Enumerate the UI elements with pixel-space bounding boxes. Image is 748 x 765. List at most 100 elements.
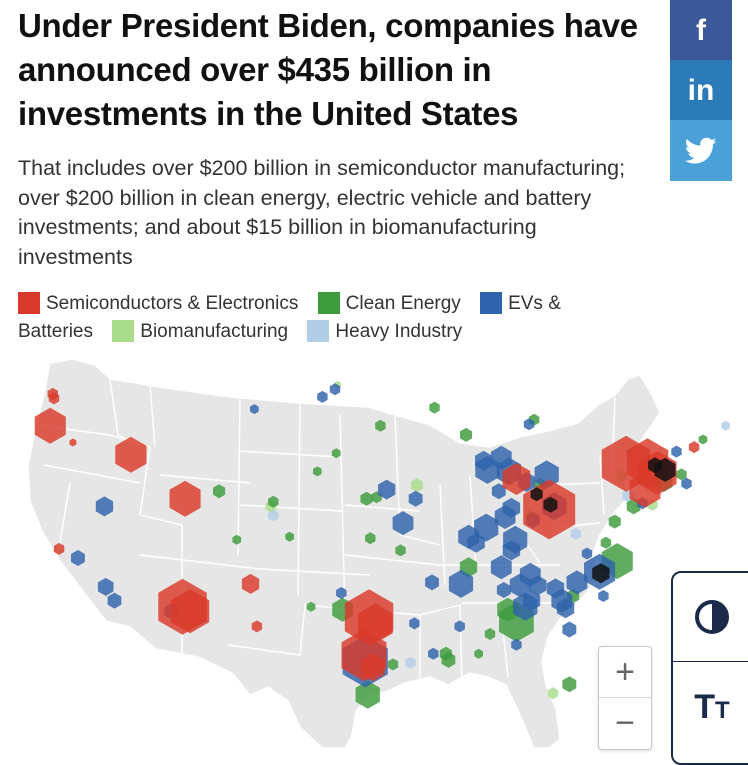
investment-marker[interactable] bbox=[474, 513, 499, 542]
legend-label: Biomanufacturing bbox=[140, 321, 289, 342]
investment-marker[interactable] bbox=[53, 542, 65, 555]
linkedin-share-button[interactable]: in bbox=[670, 60, 732, 121]
contrast-button[interactable] bbox=[673, 573, 748, 662]
investment-marker[interactable] bbox=[169, 480, 201, 517]
legend-item-heavy-industry[interactable]: Heavy Industry bbox=[307, 320, 462, 342]
investment-marker[interactable] bbox=[410, 478, 423, 493]
facebook-share-button[interactable]: f bbox=[670, 0, 732, 61]
investment-marker[interactable] bbox=[48, 392, 60, 405]
investment-marker[interactable] bbox=[523, 418, 535, 431]
legend-swatch bbox=[480, 292, 503, 314]
investment-marker[interactable] bbox=[676, 468, 687, 481]
investment-marker[interactable] bbox=[429, 401, 440, 414]
investment-marker[interactable] bbox=[566, 570, 588, 595]
investment-marker[interactable] bbox=[491, 483, 506, 500]
legend-item-evs-batteries[interactable]: EVs & Batteries bbox=[18, 292, 561, 342]
investment-marker[interactable] bbox=[562, 676, 577, 693]
investment-marker[interactable] bbox=[484, 628, 496, 640]
investment-marker[interactable] bbox=[681, 477, 692, 490]
investment-marker[interactable] bbox=[331, 448, 341, 459]
investment-marker[interactable] bbox=[600, 536, 612, 549]
investment-map[interactable] bbox=[0, 355, 748, 748]
investment-marker[interactable] bbox=[213, 484, 226, 499]
investment-marker[interactable] bbox=[534, 460, 559, 489]
investment-marker[interactable] bbox=[329, 383, 341, 396]
investment-marker[interactable] bbox=[581, 547, 593, 560]
investment-marker[interactable] bbox=[365, 532, 376, 545]
investment-marker[interactable] bbox=[490, 555, 512, 580]
investment-marker[interactable] bbox=[530, 487, 543, 502]
investment-marker[interactable] bbox=[671, 445, 682, 458]
investment-marker[interactable] bbox=[387, 658, 399, 671]
investment-marker[interactable] bbox=[97, 577, 114, 596]
legend-item-semiconductors[interactable]: Semiconductors & Electronics bbox=[18, 292, 298, 314]
investment-marker[interactable] bbox=[409, 617, 420, 630]
investment-marker[interactable] bbox=[69, 438, 77, 447]
investment-marker[interactable] bbox=[268, 495, 279, 508]
investment-marker[interactable] bbox=[502, 463, 531, 495]
investment-marker[interactable] bbox=[395, 544, 406, 557]
legend-item-clean-energy[interactable]: Clean Energy bbox=[317, 292, 461, 314]
investment-marker[interactable] bbox=[107, 592, 122, 609]
investment-marker[interactable] bbox=[71, 550, 85, 566]
investment-marker[interactable] bbox=[425, 574, 439, 591]
investment-marker[interactable] bbox=[629, 471, 661, 508]
investment-marker[interactable] bbox=[428, 647, 439, 660]
investment-marker[interactable] bbox=[497, 597, 518, 622]
investment-marker[interactable] bbox=[441, 651, 456, 668]
investment-marker[interactable] bbox=[454, 620, 465, 633]
investment-marker[interactable] bbox=[460, 427, 473, 442]
investment-marker[interactable] bbox=[511, 638, 522, 651]
investment-marker[interactable] bbox=[648, 457, 662, 474]
legend-item-biomanufacturing[interactable]: Biomanufacturing bbox=[112, 320, 289, 342]
investment-marker[interactable] bbox=[360, 653, 385, 682]
twitter-share-button[interactable] bbox=[670, 120, 732, 181]
investment-marker[interactable] bbox=[474, 648, 483, 659]
investment-marker[interactable] bbox=[34, 407, 66, 444]
investment-marker[interactable] bbox=[360, 491, 373, 506]
investment-marker[interactable] bbox=[448, 569, 474, 598]
investment-marker[interactable] bbox=[496, 582, 511, 598]
investment-marker[interactable] bbox=[405, 656, 416, 669]
investment-marker[interactable] bbox=[251, 620, 263, 633]
legend-label: Clean Energy bbox=[345, 293, 461, 314]
investment-marker[interactable] bbox=[562, 621, 577, 638]
legend-label: EVs & Batteries bbox=[18, 293, 561, 342]
investment-marker[interactable] bbox=[306, 601, 316, 612]
investment-marker[interactable] bbox=[95, 496, 114, 517]
investment-marker[interactable] bbox=[392, 511, 414, 536]
investment-marker[interactable] bbox=[608, 514, 621, 529]
investment-marker[interactable] bbox=[592, 563, 610, 584]
investment-marker[interactable] bbox=[250, 404, 259, 415]
investment-marker[interactable] bbox=[698, 434, 708, 445]
investment-marker[interactable] bbox=[171, 589, 210, 634]
investment-marker[interactable] bbox=[317, 390, 328, 403]
linkedin-icon: in bbox=[687, 73, 715, 107]
text-size-button[interactable]: TT bbox=[673, 663, 748, 751]
zoom-out-button[interactable]: − bbox=[615, 703, 635, 742]
investment-marker[interactable] bbox=[355, 680, 380, 709]
investment-marker[interactable] bbox=[378, 479, 396, 500]
investment-marker[interactable] bbox=[241, 573, 260, 594]
investment-marker[interactable] bbox=[502, 497, 521, 518]
investment-marker[interactable] bbox=[502, 540, 521, 561]
investment-marker[interactable] bbox=[268, 509, 279, 522]
investment-marker[interactable] bbox=[543, 496, 558, 513]
investment-marker[interactable] bbox=[721, 420, 730, 431]
investment-marker[interactable] bbox=[115, 436, 147, 473]
zoom-in-button[interactable]: + bbox=[599, 647, 651, 698]
investment-marker[interactable] bbox=[408, 490, 423, 507]
investment-marker[interactable] bbox=[556, 598, 575, 619]
investment-marker[interactable] bbox=[458, 524, 479, 549]
investment-marker[interactable] bbox=[570, 527, 581, 540]
investment-marker[interactable] bbox=[688, 441, 700, 454]
investment-marker[interactable] bbox=[336, 587, 347, 599]
investment-marker[interactable] bbox=[513, 592, 538, 621]
investment-marker[interactable] bbox=[285, 531, 294, 542]
investment-marker[interactable] bbox=[232, 534, 242, 545]
investment-marker[interactable] bbox=[547, 687, 559, 700]
investment-marker[interactable] bbox=[375, 419, 386, 432]
investment-marker[interactable] bbox=[529, 575, 547, 596]
investment-marker[interactable] bbox=[598, 590, 609, 602]
investment-marker[interactable] bbox=[313, 466, 322, 477]
